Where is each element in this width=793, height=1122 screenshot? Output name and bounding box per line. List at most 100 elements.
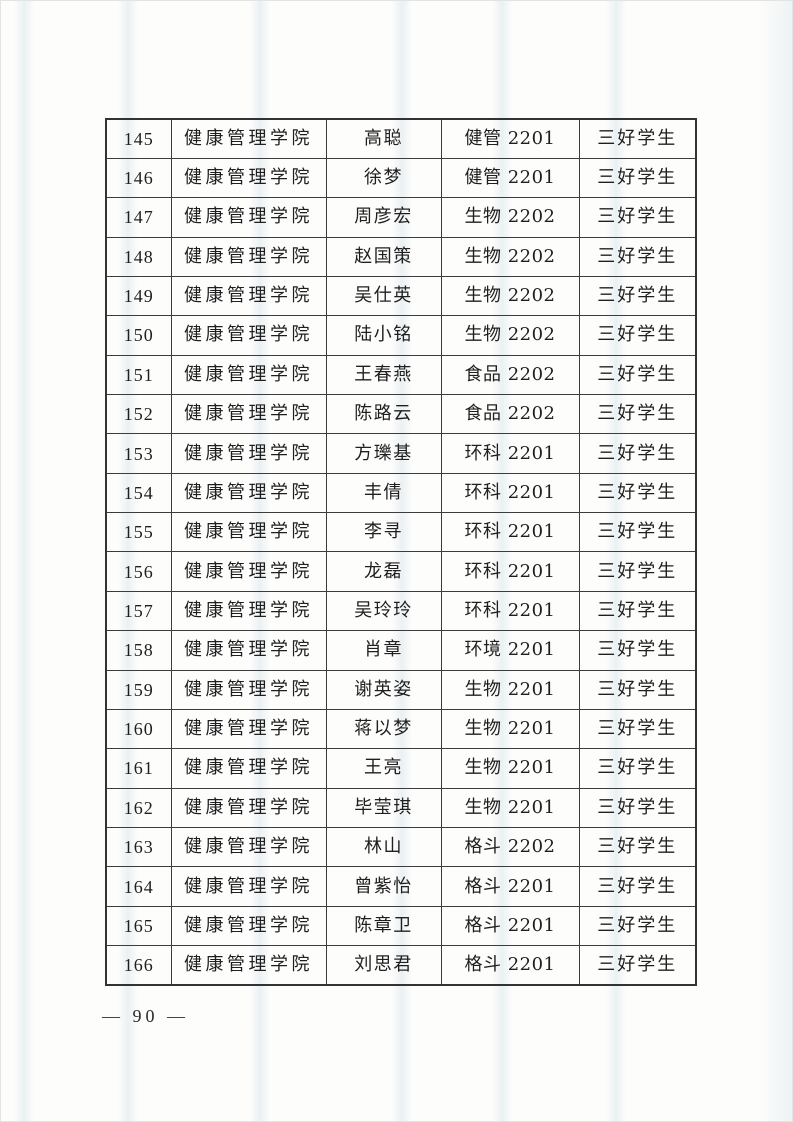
cell-college: 健康管理学院: [170, 787, 327, 828]
cell-name: 陈路云: [325, 394, 442, 435]
cell-college: 健康管理学院: [170, 472, 327, 514]
cell-class: 健管 2201: [440, 118, 580, 159]
cell-no: 166: [105, 945, 172, 986]
award-table-body: 145 健康管理学院 高聪 健管 2201 三好学生 146 健康管理学院 徐梦 健管 2201…: [105, 118, 697, 986]
cell-award: 三好学生: [578, 118, 697, 159]
cell-name: 林山: [325, 826, 442, 868]
cell-no: 145: [105, 118, 172, 159]
cell-college: 健康管理学院: [170, 748, 327, 789]
cell-award: 三好学生: [578, 748, 697, 789]
cell-name: 吴仕英: [325, 275, 442, 317]
scan-streak: [14, 0, 34, 1122]
cell-no: 148: [105, 236, 172, 277]
cell-college: 健康管理学院: [170, 551, 327, 592]
cell-no: 160: [105, 708, 172, 750]
cell-college: 健康管理学院: [170, 118, 327, 159]
cell-college: 健康管理学院: [170, 866, 327, 907]
cell-college: 健康管理学院: [170, 945, 327, 986]
cell-class: 生物 2202: [440, 275, 580, 317]
cell-award: 三好学生: [578, 669, 697, 710]
cell-class: 环科 2201: [440, 551, 580, 592]
cell-name: 蒋以梦: [325, 708, 442, 750]
page-number-text: — 90 —: [102, 1006, 189, 1026]
table-row: 158 健康管理学院 肖章 环境 2201 三好学生: [105, 630, 697, 671]
cell-name: 李寻: [325, 512, 442, 553]
cell-college: 健康管理学院: [170, 197, 327, 238]
cell-college: 健康管理学院: [170, 315, 327, 356]
cell-no: 165: [105, 905, 172, 947]
cell-award: 三好学生: [578, 787, 697, 828]
cell-name: 王春燕: [325, 354, 442, 396]
cell-college: 健康管理学院: [170, 826, 327, 868]
cell-name: 高聪: [325, 118, 442, 159]
cell-no: 152: [105, 394, 172, 435]
cell-award: 三好学生: [578, 630, 697, 671]
cell-class: 生物 2201: [440, 748, 580, 789]
cell-name: 刘思君: [325, 945, 442, 986]
cell-award: 三好学生: [578, 275, 697, 317]
cell-class: 生物 2202: [440, 197, 580, 238]
cell-name: 赵国策: [325, 236, 442, 277]
table-row: 150 健康管理学院 陆小铭 生物 2202 三好学生: [105, 315, 697, 356]
cell-no: 162: [105, 787, 172, 828]
cell-class: 生物 2201: [440, 787, 580, 828]
cell-class: 格斗 2201: [440, 945, 580, 986]
cell-name: 方瓅基: [325, 433, 442, 474]
table-row: 165 健康管理学院 陈章卫 格斗 2201 三好学生: [105, 905, 697, 947]
cell-award: 三好学生: [578, 157, 697, 199]
cell-award: 三好学生: [578, 551, 697, 592]
cell-class: 生物 2201: [440, 669, 580, 710]
cell-class: 生物 2201: [440, 708, 580, 750]
cell-class: 格斗 2202: [440, 826, 580, 868]
cell-no: 155: [105, 512, 172, 553]
cell-no: 158: [105, 630, 172, 671]
cell-class: 环境 2201: [440, 630, 580, 671]
cell-college: 健康管理学院: [170, 354, 327, 396]
cell-award: 三好学生: [578, 236, 697, 277]
cell-class: 生物 2202: [440, 315, 580, 356]
cell-name: 王亮: [325, 748, 442, 789]
cell-no: 146: [105, 157, 172, 199]
table-row: 160 健康管理学院 蒋以梦 生物 2201 三好学生: [105, 708, 697, 750]
student-award-table: 145 健康管理学院 高聪 健管 2201 三好学生 146 健康管理学院 徐梦 健管 2201…: [105, 118, 697, 986]
cell-no: 157: [105, 590, 172, 632]
table-row: 146 健康管理学院 徐梦 健管 2201 三好学生: [105, 157, 697, 199]
cell-no: 153: [105, 433, 172, 474]
cell-college: 健康管理学院: [170, 630, 327, 671]
cell-class: 环科 2201: [440, 433, 580, 474]
cell-award: 三好学生: [578, 433, 697, 474]
cell-name: 丰倩: [325, 472, 442, 514]
page-number: — 90 —: [102, 1006, 189, 1027]
table-row: 159 健康管理学院 谢英姿 生物 2201 三好学生: [105, 669, 697, 710]
cell-name: 陈章卫: [325, 905, 442, 947]
scan-streak: [758, 0, 793, 1122]
cell-college: 健康管理学院: [170, 394, 327, 435]
cell-award: 三好学生: [578, 354, 697, 396]
cell-class: 食品 2202: [440, 394, 580, 435]
table-row: 163 健康管理学院 林山 格斗 2202 三好学生: [105, 826, 697, 868]
cell-name: 肖章: [325, 630, 442, 671]
cell-award: 三好学生: [578, 512, 697, 553]
cell-college: 健康管理学院: [170, 433, 327, 474]
cell-class: 环科 2201: [440, 512, 580, 553]
table-row: 149 健康管理学院 吴仕英 生物 2202 三好学生: [105, 275, 697, 317]
cell-class: 格斗 2201: [440, 866, 580, 907]
table-row: 161 健康管理学院 王亮 生物 2201 三好学生: [105, 748, 697, 789]
table-row: 153 健康管理学院 方瓅基 环科 2201 三好学生: [105, 433, 697, 474]
cell-award: 三好学生: [578, 866, 697, 907]
cell-class: 生物 2202: [440, 236, 580, 277]
cell-name: 龙磊: [325, 551, 442, 592]
cell-name: 吴玲玲: [325, 590, 442, 632]
table-row: 157 健康管理学院 吴玲玲 环科 2201 三好学生: [105, 590, 697, 632]
cell-class: 食品 2202: [440, 354, 580, 396]
cell-award: 三好学生: [578, 315, 697, 356]
cell-college: 健康管理学院: [170, 905, 327, 947]
cell-name: 周彦宏: [325, 197, 442, 238]
cell-college: 健康管理学院: [170, 157, 327, 199]
cell-college: 健康管理学院: [170, 590, 327, 632]
table-row: 155 健康管理学院 李寻 环科 2201 三好学生: [105, 512, 697, 553]
cell-name: 谢英姿: [325, 669, 442, 710]
cell-no: 150: [105, 315, 172, 356]
table-row: 166 健康管理学院 刘思君 格斗 2201 三好学生: [105, 945, 697, 986]
cell-name: 曾紫怡: [325, 866, 442, 907]
